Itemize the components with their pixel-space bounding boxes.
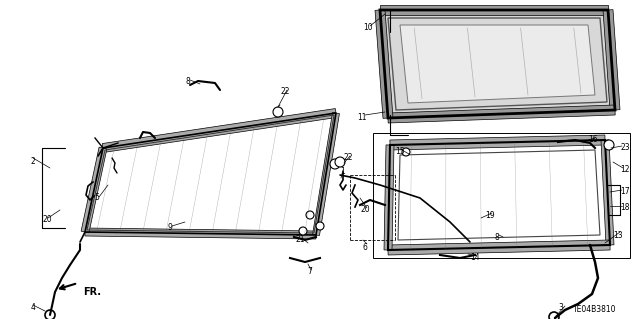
Text: 12: 12 <box>620 166 630 174</box>
Polygon shape <box>312 112 339 235</box>
Text: 19: 19 <box>485 211 495 219</box>
Text: 20: 20 <box>42 216 52 225</box>
Circle shape <box>335 157 345 167</box>
Polygon shape <box>384 145 394 250</box>
Text: 21: 21 <box>295 235 305 244</box>
Text: 1: 1 <box>340 167 346 176</box>
Text: 7: 7 <box>308 268 312 277</box>
Polygon shape <box>388 240 610 255</box>
Circle shape <box>330 159 340 169</box>
Text: 6: 6 <box>363 242 367 251</box>
Circle shape <box>273 107 283 117</box>
Text: 8: 8 <box>495 233 499 241</box>
Text: 11: 11 <box>357 114 367 122</box>
Polygon shape <box>380 10 615 118</box>
Text: TE04B3810: TE04B3810 <box>573 305 617 314</box>
Polygon shape <box>85 228 316 239</box>
Text: 16: 16 <box>588 136 598 145</box>
Text: 20: 20 <box>360 205 370 214</box>
Polygon shape <box>388 105 615 123</box>
Text: 3: 3 <box>559 303 563 313</box>
Polygon shape <box>601 140 614 245</box>
Text: 14: 14 <box>470 254 480 263</box>
Text: 17: 17 <box>620 188 630 197</box>
Text: 22: 22 <box>280 87 290 97</box>
Text: 5: 5 <box>95 194 99 203</box>
Text: 18: 18 <box>620 204 630 212</box>
Text: 4: 4 <box>31 303 35 313</box>
Polygon shape <box>390 135 605 150</box>
Polygon shape <box>102 108 337 152</box>
Text: 15: 15 <box>395 147 405 157</box>
Text: 2: 2 <box>31 158 35 167</box>
Text: 10: 10 <box>363 24 373 33</box>
Circle shape <box>604 140 614 150</box>
Circle shape <box>402 148 410 156</box>
Polygon shape <box>375 10 393 118</box>
Circle shape <box>316 222 324 230</box>
Text: 22: 22 <box>343 153 353 162</box>
Polygon shape <box>400 25 595 103</box>
Polygon shape <box>380 5 608 15</box>
Polygon shape <box>603 10 620 110</box>
Polygon shape <box>81 147 107 233</box>
Text: 13: 13 <box>613 231 623 240</box>
Text: 23: 23 <box>620 144 630 152</box>
Text: 8: 8 <box>186 78 190 86</box>
Circle shape <box>299 227 307 235</box>
Text: FR.: FR. <box>83 287 101 297</box>
Circle shape <box>306 211 314 219</box>
Text: 9: 9 <box>168 224 172 233</box>
